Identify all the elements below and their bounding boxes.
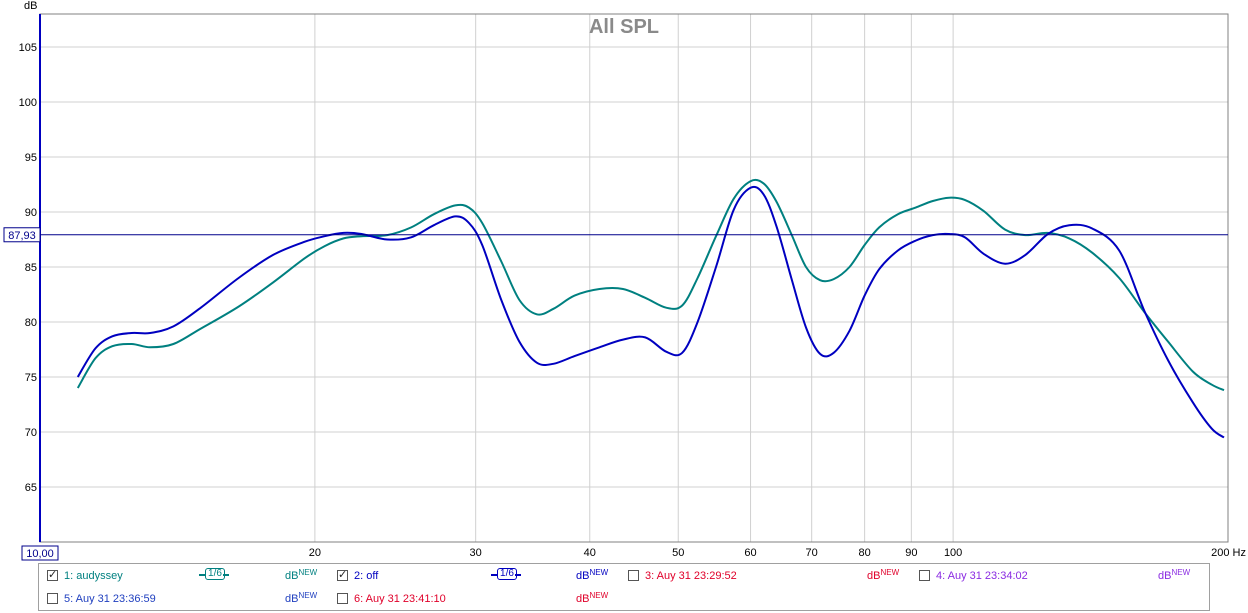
y-tick-label: 105	[19, 42, 37, 54]
x-min-value-box	[21, 545, 59, 561]
chart-title: All SPL	[589, 16, 659, 38]
legend-checkbox-6[interactable]	[337, 593, 348, 604]
y-tick-label: 65	[25, 482, 37, 494]
x-tick-label: 100	[944, 547, 962, 559]
x-tick-labels: 20 30 40 50 60 70 80 90 100 200 Hz	[309, 547, 1246, 559]
db-offset-3[interactable]: dBNEW	[867, 568, 900, 582]
y-tick-label: 95	[25, 152, 37, 164]
db-offset-6[interactable]: dBNEW	[576, 591, 609, 605]
legend-checkbox-3[interactable]	[628, 570, 639, 581]
y-tick-label: 90	[25, 207, 37, 219]
smoothing-value-2: 1/6	[497, 568, 517, 580]
series-lines	[76, 178, 1225, 439]
smoothing-control-1[interactable]: 1/6	[199, 568, 229, 580]
legend-panel: 1: audyssey 1/6 dBNEW 2: off 1/6 dBNEW 3…	[38, 563, 1210, 611]
x-tick-label: 80	[859, 547, 871, 559]
cursor-line[interactable]: 87,93	[3, 227, 1228, 243]
spl-chart[interactable]: All SPL dB 65 70 75 80 85 90 95 100 105 20 30 40 50…	[0, 0, 1248, 562]
db-offset-4[interactable]: dBNEW	[1158, 568, 1191, 582]
db-offset-1[interactable]: dBNEW	[285, 568, 318, 582]
x-tick-label: 60	[744, 547, 756, 559]
y-axis-label: dB	[24, 0, 37, 12]
x-min-box[interactable]: 10,00	[21, 545, 59, 561]
legend-checkbox-5[interactable]	[47, 593, 58, 604]
legend-label-1: 1: audyssey	[64, 570, 123, 582]
smoothing-value-1: 1/6	[205, 568, 225, 580]
x-tick-label: 90	[905, 547, 917, 559]
grid-lines	[40, 14, 1228, 542]
series-line-2	[76, 185, 1225, 439]
y-tick-label: 75	[25, 372, 37, 384]
y-tick-label: 80	[25, 317, 37, 329]
cursor-value-label: 87,93	[8, 230, 36, 242]
y-tick-label: 70	[25, 427, 37, 439]
x-min-value-label: 10,00	[26, 548, 54, 560]
x-tick-label: 40	[584, 547, 596, 559]
legend-label-2: 2: off	[354, 570, 379, 582]
x-tick-label: 30	[470, 547, 482, 559]
legend-label-3: 3: Auy 31 23:29:52	[645, 570, 737, 582]
legend-checkbox-4[interactable]	[919, 570, 930, 581]
db-offset-5[interactable]: dBNEW	[285, 591, 318, 605]
legend-checkbox-2[interactable]	[337, 567, 348, 583]
cursor-value-box	[3, 227, 41, 243]
db-offset-2[interactable]: dBNEW	[576, 568, 609, 582]
x-tick-label: 200 Hz	[1211, 547, 1246, 559]
legend-label-6: 6: Auy 31 23:41:10	[354, 593, 446, 605]
y-tick-label: 85	[25, 262, 37, 274]
x-tick-label: 70	[806, 547, 818, 559]
legend-label-5: 5: Auy 31 23:36:59	[64, 593, 156, 605]
legend-label-4: 4: Auy 31 23:34:02	[936, 570, 1028, 582]
y-tick-labels: 65 70 75 80 85 90 95 100 105	[19, 42, 37, 494]
x-tick-label: 20	[309, 547, 321, 559]
series-line-1	[76, 178, 1225, 392]
x-tick-label: 50	[672, 547, 684, 559]
plot-frame	[39, 13, 1229, 543]
smoothing-control-2[interactable]: 1/6	[491, 568, 521, 580]
legend-checkbox-1[interactable]	[47, 567, 58, 583]
y-tick-label: 100	[19, 97, 37, 109]
